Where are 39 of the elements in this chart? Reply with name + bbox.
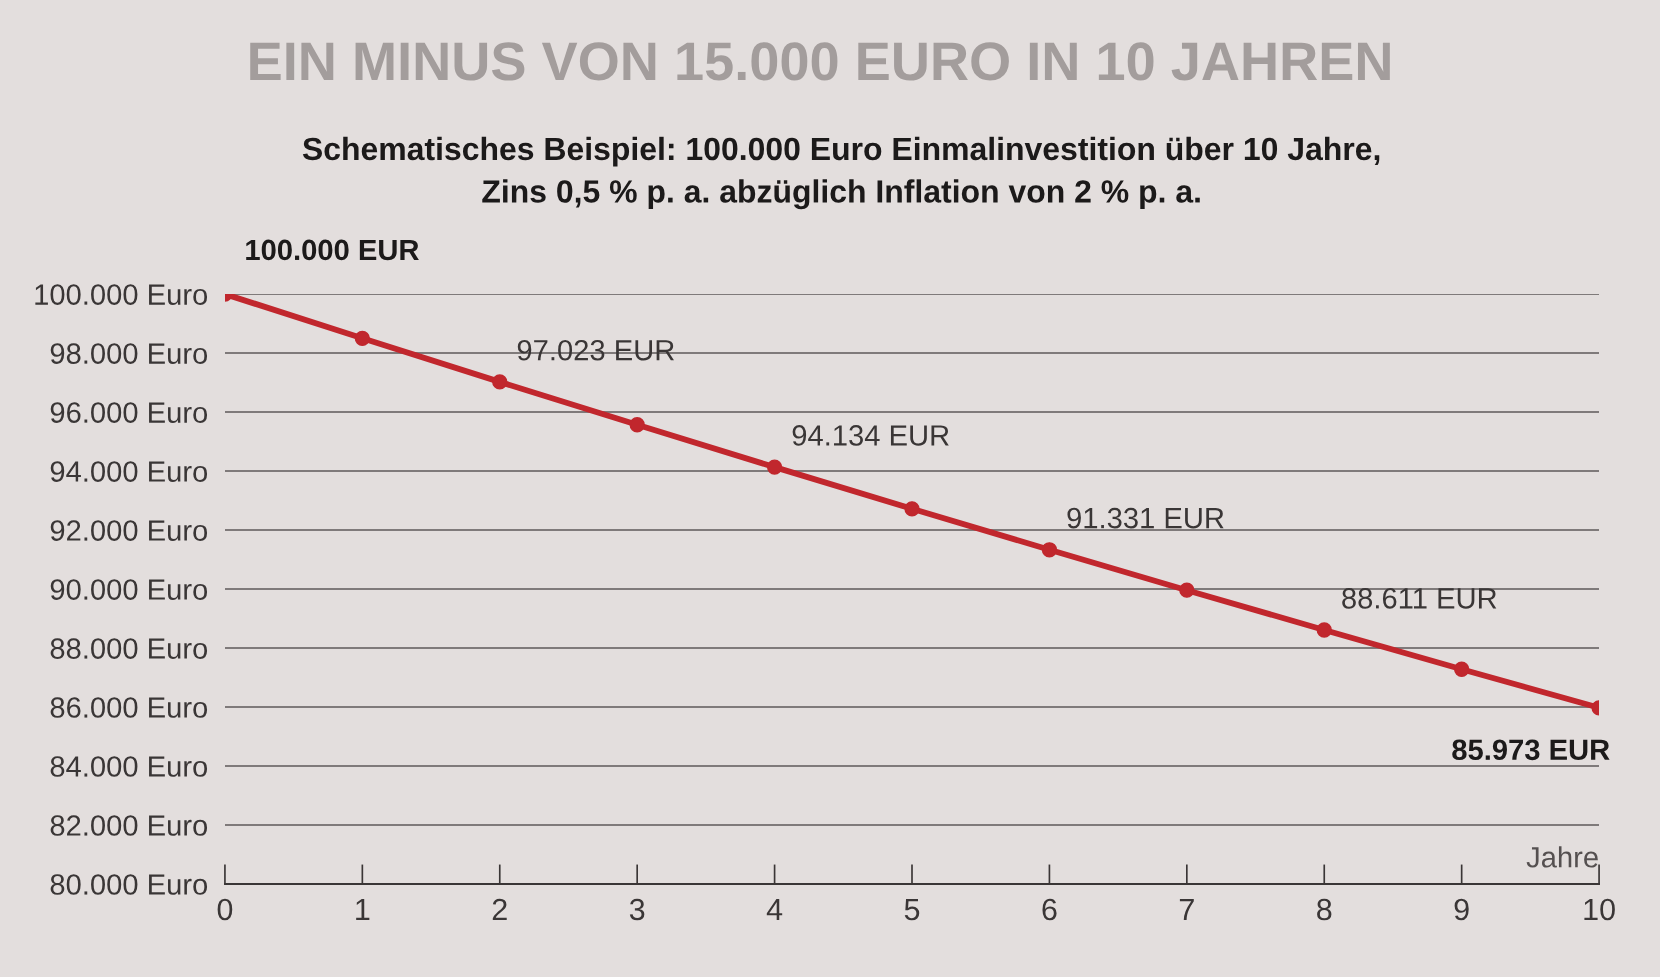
point xyxy=(1454,661,1470,677)
y-tick-label: 88.000 Euro xyxy=(50,638,208,659)
data-label: 94.134 EUR xyxy=(792,425,949,446)
x-tick-label: 0 xyxy=(217,898,233,921)
y-tick-label: 92.000 Euro xyxy=(50,520,208,541)
data-label: 85.973 EUR xyxy=(1452,739,1610,761)
x-tick-label: 8 xyxy=(1317,898,1332,921)
point xyxy=(1041,542,1058,558)
point xyxy=(629,417,645,433)
y-tick-label: 80.000 Euro xyxy=(50,874,208,895)
point xyxy=(904,501,920,517)
point xyxy=(1179,582,1195,598)
y-tick-label: 86.000 Euro xyxy=(50,697,208,718)
point xyxy=(766,459,783,475)
data-label: 100.000 EUR xyxy=(246,239,419,261)
x-tick-label: 3 xyxy=(629,898,645,921)
x-tick-label: 10 xyxy=(1584,898,1615,921)
x-tick-label: 4 xyxy=(766,899,783,921)
point xyxy=(1316,622,1332,638)
y-tick-label: 100.000 Euro xyxy=(35,284,208,305)
y-tick-label: 90.000 Euro xyxy=(50,579,208,600)
x-tick-label: 9 xyxy=(1454,898,1469,921)
y-tick-label: 94.000 Euro xyxy=(50,461,208,482)
x-tick-label: 1 xyxy=(356,899,370,921)
x-tick-label: 7 xyxy=(1179,899,1194,921)
x-axis-title: Jahre xyxy=(1526,846,1598,868)
y-tick-label: 84.000 Euro xyxy=(50,756,208,777)
y-tick-label: 98.000 Euro xyxy=(50,343,208,364)
chart-subtitle: Schematisches Beispiel: 100.000 Euro Einmalinvestition über 10 Jahre, Zins 0,5 % p. a. abzüglich Inflation von 2 % p. a. xyxy=(302,136,1380,210)
x-tick-label: 5 xyxy=(904,899,920,921)
data-label: 88.611 EUR xyxy=(1342,588,1497,609)
x-tick-label: 6 xyxy=(1042,898,1057,921)
point xyxy=(492,374,508,390)
y-tick-label: 96.000 Euro xyxy=(50,402,208,423)
y-tick-label: 82.000 Euro xyxy=(50,815,208,836)
x-tick-label: 2 xyxy=(492,898,507,921)
chart-title: EIN MINUS VON 15.000 EURO IN 10 JAHREN xyxy=(250,42,1390,81)
point xyxy=(354,330,370,346)
data-label: 91.331 EUR xyxy=(1067,507,1224,529)
